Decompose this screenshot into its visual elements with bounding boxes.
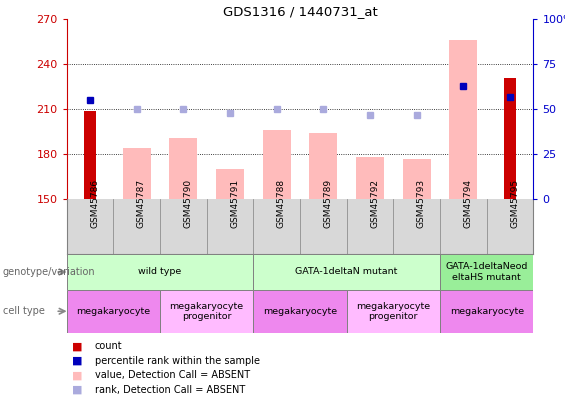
Bar	[253, 290, 347, 333]
Bar	[253, 254, 440, 290]
Text: megakaryocyte: megakaryocyte	[450, 307, 524, 316]
Bar	[67, 290, 160, 333]
Bar	[160, 290, 253, 333]
Text: megakaryocyte
progenitor: megakaryocyte progenitor	[170, 302, 244, 321]
Text: GSM45787: GSM45787	[137, 179, 146, 228]
Text: GATA-1deltaN mutant: GATA-1deltaN mutant	[295, 267, 398, 277]
Bar	[310, 133, 337, 199]
Bar	[449, 40, 477, 199]
Bar	[67, 254, 253, 290]
Text: GSM45795: GSM45795	[510, 179, 519, 228]
Text: rank, Detection Call = ABSENT: rank, Detection Call = ABSENT	[95, 385, 245, 395]
Text: ■: ■	[72, 371, 83, 380]
Text: GSM45793: GSM45793	[417, 179, 425, 228]
Bar	[347, 290, 440, 333]
Text: genotype/variation: genotype/variation	[3, 267, 95, 277]
Bar	[216, 169, 244, 199]
Text: ■: ■	[72, 341, 83, 351]
Text: cell type: cell type	[3, 306, 45, 316]
Text: percentile rank within the sample: percentile rank within the sample	[95, 356, 260, 366]
Bar	[170, 138, 197, 199]
Text: wild type: wild type	[138, 267, 181, 277]
Bar	[356, 157, 384, 199]
Text: GSM45791: GSM45791	[230, 179, 239, 228]
Bar	[440, 254, 533, 290]
Bar	[263, 130, 290, 199]
Bar	[504, 78, 516, 199]
Text: megakaryocyte
progenitor: megakaryocyte progenitor	[357, 302, 431, 321]
Bar	[123, 148, 151, 199]
Text: GSM45788: GSM45788	[277, 179, 286, 228]
Bar	[84, 111, 96, 199]
Text: GSM45794: GSM45794	[463, 179, 472, 228]
Text: GSM45792: GSM45792	[370, 179, 379, 228]
Text: megakaryocyte: megakaryocyte	[263, 307, 337, 316]
Text: GSM45789: GSM45789	[323, 179, 332, 228]
Text: ■: ■	[72, 356, 83, 366]
Text: GSM45786: GSM45786	[90, 179, 99, 228]
Text: count: count	[95, 341, 123, 351]
Text: value, Detection Call = ABSENT: value, Detection Call = ABSENT	[95, 371, 250, 380]
Text: megakaryocyte: megakaryocyte	[76, 307, 150, 316]
Title: GDS1316 / 1440731_at: GDS1316 / 1440731_at	[223, 5, 377, 18]
Text: GSM45790: GSM45790	[184, 179, 192, 228]
Bar	[440, 290, 533, 333]
Text: ■: ■	[72, 385, 83, 395]
Text: GATA-1deltaNeod
eltaHS mutant: GATA-1deltaNeod eltaHS mutant	[446, 262, 528, 281]
Bar	[403, 159, 431, 199]
